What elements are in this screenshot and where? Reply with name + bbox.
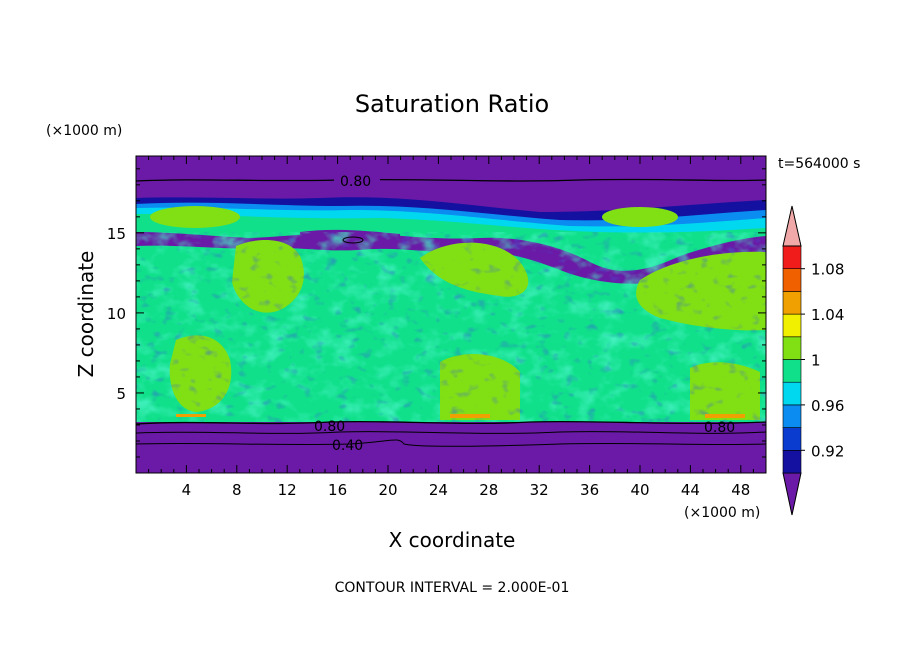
x-tick-label-2: 12 xyxy=(278,481,297,499)
contour-label-080-top: 0.80 xyxy=(340,174,371,190)
x-tick-label-4: 20 xyxy=(378,481,397,499)
colorbar-segment-4 xyxy=(782,359,802,383)
contour-interval-footer: CONTOUR INTERVAL = 2.000E-01 xyxy=(335,580,570,596)
colorbar-segment-9 xyxy=(782,245,802,270)
colorbar-extend-high xyxy=(782,205,802,247)
blue-speckles xyxy=(136,232,766,422)
x-tick-label-8: 36 xyxy=(580,481,599,499)
warm-band-2 xyxy=(705,414,745,418)
blob-upper-2 xyxy=(602,207,678,227)
x-tick-label-0: 4 xyxy=(182,481,192,499)
colorbar-label-3: 1.04 xyxy=(811,306,844,324)
warm-band-1 xyxy=(450,414,490,418)
colorbar-segment-3 xyxy=(782,381,802,406)
contour-040-lower xyxy=(136,439,766,447)
x-tick-label-7: 32 xyxy=(530,481,549,499)
warm-band-3 xyxy=(176,414,206,417)
colorbar-segment-2 xyxy=(782,404,802,428)
colorbar-segment-7 xyxy=(782,291,802,315)
x-axis-title: X coordinate xyxy=(389,528,516,552)
x-axis-ticks: 4 8 12 16 20 24 28 32 36 40 44 48 xyxy=(148,156,754,499)
colorbar-segment-0 xyxy=(782,449,802,474)
x-tick-label-6: 28 xyxy=(479,481,498,499)
x-tick-label-5: 24 xyxy=(429,481,448,499)
contour-label-040: 0.40 xyxy=(332,438,363,454)
colorbar-label-2: 1 xyxy=(811,352,821,370)
colorbar-segment-5 xyxy=(782,336,802,360)
contour-label-080-right: 0.80 xyxy=(704,420,735,436)
x-tick-label-10: 44 xyxy=(681,481,700,499)
colorbar-segment-1 xyxy=(782,427,802,451)
y-unit-label: (×1000 m) xyxy=(46,123,122,139)
y-axis-title: Z coordinate xyxy=(74,251,98,378)
colorbar-label-4: 1.08 xyxy=(811,261,844,279)
blob-upper-1 xyxy=(150,206,240,228)
y-tick-label-0: 5 xyxy=(116,385,126,403)
chart-title: Saturation Ratio xyxy=(355,90,549,118)
colorbar: 0.92 0.96 1 1.04 1.08 xyxy=(782,205,844,516)
time-label: t=564000 s xyxy=(778,156,860,172)
lower-dry-fill xyxy=(136,421,766,473)
contour-label-bg xyxy=(334,172,380,188)
contour-080-lower xyxy=(136,420,766,425)
contour-loop xyxy=(342,236,364,244)
colorbar-label-0: 0.92 xyxy=(811,442,844,460)
colorbar-segment-6 xyxy=(782,313,802,338)
contour-field xyxy=(136,156,766,473)
y-tick-label-1: 10 xyxy=(107,305,126,323)
x-tick-label-3: 16 xyxy=(328,481,347,499)
y-axis-ticks: 5 10 15 xyxy=(107,168,766,458)
colorbar-segment-8 xyxy=(782,268,802,292)
x-tick-label-9: 40 xyxy=(630,481,649,499)
y-tick-label-2: 15 xyxy=(107,225,126,243)
x-tick-label-1: 8 xyxy=(232,481,242,499)
x-tick-label-11: 48 xyxy=(731,481,750,499)
contour-080-upper xyxy=(136,178,766,182)
colorbar-label-1: 0.96 xyxy=(811,397,844,415)
colorbar-extend-low xyxy=(782,472,802,516)
contour-label-080-left: 0.80 xyxy=(314,419,345,435)
x-unit-label: (×1000 m) xyxy=(684,505,760,521)
contour-060-lower xyxy=(136,431,766,434)
